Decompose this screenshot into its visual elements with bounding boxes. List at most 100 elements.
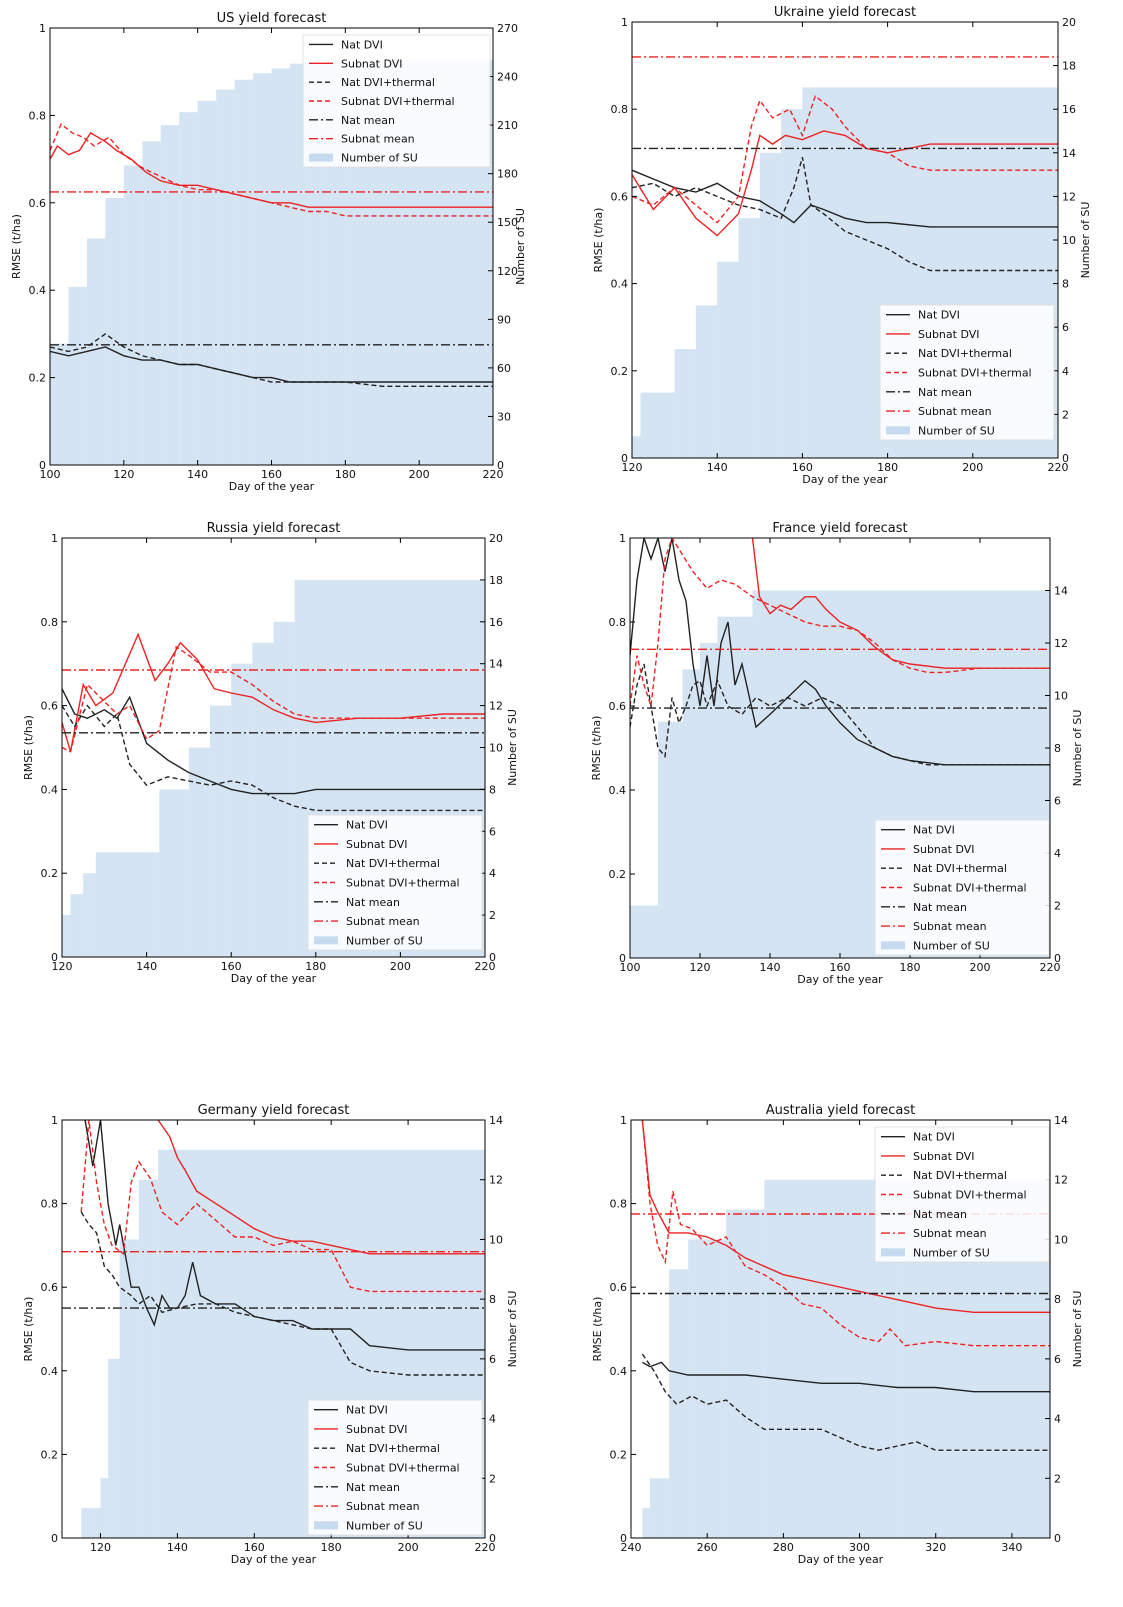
x-tick-label: 140 [760, 961, 781, 974]
series-line [632, 157, 1058, 272]
y-tick-label: 0 [619, 952, 626, 965]
x-tick-label: 120 [90, 1541, 111, 1554]
x-tick-label: 140 [187, 468, 208, 481]
x-tick-label: 200 [390, 960, 411, 973]
chart-panel-4: 100 120 140 160 180 200 22000.20.40.60.8102468… [590, 521, 1084, 986]
chart-panel-5: 120 140 160 180 200 22000.20.40.60.8102468101… [22, 1103, 519, 1566]
y2-tick-label: 14 [489, 1114, 503, 1127]
y2-axis-label: Number of SU [1071, 710, 1084, 787]
legend-label: Subnat DVI [346, 838, 408, 851]
series-line [50, 333, 493, 387]
legend: Nat DVI Subnat DVI Nat DVI+thermal Subnat D… [879, 304, 1055, 441]
series-line [62, 704, 485, 812]
y2-tick-label: 60 [497, 362, 511, 375]
su-bar [642, 1508, 651, 1538]
y2-tick-label: 4 [489, 867, 496, 880]
y-tick-label: 0 [620, 1532, 627, 1545]
su-bar [640, 392, 675, 458]
y-tick-label: 0.8 [41, 616, 59, 629]
y2-tick-label: 0 [1062, 452, 1069, 465]
y2-tick-label: 12 [1054, 1174, 1068, 1187]
legend: Nat DVI Subnat DVI Nat DVI+thermal Subnat D… [302, 34, 491, 168]
legend-label: Nat DVI [913, 824, 955, 837]
su-bar [81, 1508, 93, 1538]
y2-tick-label: 2 [489, 909, 496, 922]
legend-swatch [314, 1521, 338, 1530]
y2-tick-label: 8 [1062, 278, 1069, 291]
series-line [641, 1353, 1050, 1451]
axes-frame [61, 1119, 486, 1539]
series-line [62, 645, 485, 753]
x-tick-label: 220 [1048, 461, 1069, 474]
y-tick-label: 0.8 [41, 1198, 59, 1211]
x-tick-label: 140 [167, 1541, 188, 1554]
su-bar [700, 643, 718, 958]
y-tick-label: 0.2 [29, 372, 47, 385]
y-tick-label: 0 [39, 459, 46, 472]
y-tick-label: 1 [620, 1114, 627, 1127]
su-bar [62, 915, 71, 957]
legend-label: Number of SU [913, 939, 990, 952]
legend-label: Nat DVI+thermal [346, 857, 440, 870]
y-tick-label: 0.2 [41, 867, 59, 880]
legend-label: Number of SU [346, 1519, 423, 1532]
x-tick-label: 160 [261, 468, 282, 481]
series-line [50, 122, 493, 217]
y-tick-label: 1 [621, 16, 628, 29]
chart-panel-3: 120 140 160 180 200 22000.20.40.60.8102468101… [22, 521, 519, 985]
su-bar [658, 721, 683, 958]
x-tick-label: 340 [1001, 1541, 1022, 1554]
x-tick-label: 200 [970, 961, 991, 974]
y2-tick-label: 120 [497, 265, 518, 278]
legend-label: Nat DVI [346, 1404, 388, 1417]
legend-label: Subnat mean [913, 1227, 987, 1240]
series-line [80, 1120, 485, 1293]
x-tick-label: 200 [962, 461, 983, 474]
x-axis-label: Day of the year [802, 473, 888, 486]
series-line [157, 1120, 485, 1255]
legend-label: Subnat mean [918, 405, 992, 418]
legend-label: Nat DVI+thermal [918, 347, 1012, 360]
legend-label: Number of SU [918, 424, 995, 437]
x-tick-label: 180 [900, 961, 921, 974]
y2-tick-label: 6 [1054, 795, 1061, 808]
y-tick-label: 0.6 [611, 190, 629, 203]
su-bar [735, 616, 753, 958]
y2-tick-label: 12 [1062, 190, 1076, 203]
y2-tick-label: 150 [497, 216, 518, 229]
su-bar [125, 852, 160, 957]
su-bar [253, 73, 272, 465]
y2-tick-label: 18 [489, 574, 503, 587]
legend-label: Number of SU [341, 152, 418, 165]
y2-tick-label: 8 [1054, 1293, 1061, 1306]
legend-swatch [881, 1248, 905, 1257]
su-bar [738, 218, 760, 458]
legend: Nat DVI Subnat DVI Nat DVI+thermal Subnat D… [874, 1126, 1050, 1263]
series-line [630, 538, 1050, 707]
y2-tick-label: 4 [1062, 365, 1069, 378]
y2-tick-label: 10 [489, 742, 503, 755]
axes-frame [630, 1119, 1051, 1539]
su-bar [695, 305, 718, 458]
su-bar [50, 343, 69, 465]
legend-label: Nat DVI+thermal [913, 862, 1007, 875]
series-line [62, 688, 485, 795]
y-tick-label: 0.2 [41, 1448, 59, 1461]
y-axis-label: RMSE (t/ha) [10, 214, 23, 279]
su-bar [234, 79, 254, 465]
x-tick-label: 220 [475, 1541, 496, 1554]
su-bar [92, 1508, 101, 1538]
y-tick-label: 1 [51, 532, 58, 545]
su-bar [650, 1478, 670, 1538]
chart-panel-1: 100 120 140 160 180 200 22000.20.40.60.8103060… [10, 11, 527, 493]
y2-tick-label: 0 [489, 1532, 496, 1545]
su-bar [160, 125, 180, 465]
x-axis-label: Day of the year [229, 480, 315, 493]
y-tick-label: 0 [51, 1532, 58, 1545]
x-tick-label: 180 [321, 1541, 342, 1554]
x-tick-label: 160 [221, 960, 242, 973]
y-tick-label: 0.4 [41, 783, 59, 796]
y2-tick-label: 14 [1062, 147, 1076, 160]
y2-tick-label: 180 [497, 168, 518, 181]
y2-tick-label: 10 [1054, 1233, 1068, 1246]
